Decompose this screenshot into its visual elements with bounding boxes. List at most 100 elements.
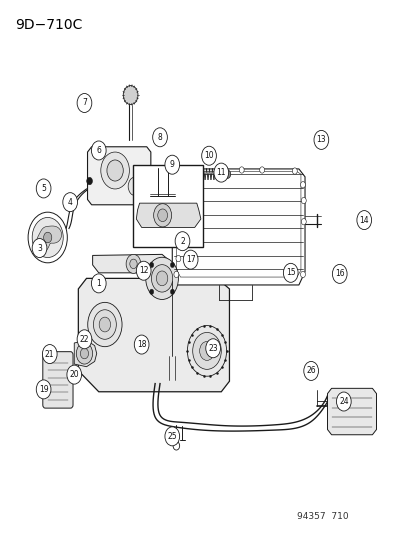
Circle shape <box>149 289 153 294</box>
Text: 7: 7 <box>82 99 87 108</box>
Circle shape <box>151 265 172 292</box>
Text: 2: 2 <box>180 237 185 246</box>
Circle shape <box>43 232 52 243</box>
Text: 20: 20 <box>69 370 79 379</box>
Polygon shape <box>172 169 304 285</box>
Circle shape <box>173 271 178 278</box>
Text: 18: 18 <box>137 340 146 349</box>
Text: 9: 9 <box>169 160 174 169</box>
Circle shape <box>67 365 81 384</box>
Circle shape <box>107 160 123 181</box>
Text: 26: 26 <box>306 366 315 375</box>
Circle shape <box>91 141 106 160</box>
FancyBboxPatch shape <box>133 165 202 247</box>
Circle shape <box>173 442 179 450</box>
Circle shape <box>100 152 129 189</box>
Circle shape <box>170 262 174 268</box>
Circle shape <box>170 289 174 294</box>
FancyBboxPatch shape <box>43 352 73 408</box>
Text: 14: 14 <box>358 215 368 224</box>
Circle shape <box>176 235 180 241</box>
Circle shape <box>336 392 350 411</box>
Text: 25: 25 <box>167 432 177 441</box>
Circle shape <box>303 361 318 381</box>
Circle shape <box>332 264 346 284</box>
Circle shape <box>149 262 153 268</box>
Circle shape <box>292 168 297 174</box>
Circle shape <box>32 217 63 257</box>
Text: 17: 17 <box>185 255 195 264</box>
Circle shape <box>218 167 223 173</box>
Text: 16: 16 <box>334 269 344 278</box>
Text: 15: 15 <box>285 268 295 277</box>
Circle shape <box>134 335 149 354</box>
Circle shape <box>164 155 179 174</box>
Circle shape <box>301 219 306 225</box>
Circle shape <box>157 209 167 222</box>
Text: 10: 10 <box>204 151 214 160</box>
Circle shape <box>153 204 171 227</box>
Text: 1: 1 <box>96 279 101 288</box>
Polygon shape <box>87 147 150 205</box>
Circle shape <box>164 427 179 446</box>
Circle shape <box>128 177 142 196</box>
Circle shape <box>187 326 226 376</box>
Circle shape <box>183 250 197 269</box>
Text: 22: 22 <box>80 335 89 344</box>
Circle shape <box>156 271 167 286</box>
Circle shape <box>77 330 92 349</box>
Text: 13: 13 <box>316 135 325 144</box>
Text: 6: 6 <box>96 146 101 155</box>
Circle shape <box>145 257 178 300</box>
Circle shape <box>356 211 371 230</box>
Circle shape <box>282 263 297 282</box>
Circle shape <box>130 259 137 269</box>
Circle shape <box>36 380 51 399</box>
Text: 94357  710: 94357 710 <box>296 512 348 521</box>
Polygon shape <box>74 341 97 367</box>
Text: 5: 5 <box>41 184 46 193</box>
Text: 8: 8 <box>157 133 162 142</box>
Text: 4: 4 <box>68 198 72 207</box>
Polygon shape <box>93 254 170 273</box>
Circle shape <box>205 339 220 358</box>
Circle shape <box>86 177 92 185</box>
Circle shape <box>28 212 67 263</box>
Circle shape <box>175 232 190 251</box>
Polygon shape <box>136 203 200 228</box>
Text: 11: 11 <box>216 168 225 177</box>
Circle shape <box>198 167 203 173</box>
Circle shape <box>42 344 57 364</box>
Text: 3: 3 <box>37 244 42 253</box>
Circle shape <box>180 167 185 174</box>
Circle shape <box>223 170 230 179</box>
Circle shape <box>239 167 244 173</box>
Text: 23: 23 <box>208 344 217 353</box>
Circle shape <box>201 146 216 165</box>
Text: 21: 21 <box>45 350 55 359</box>
Circle shape <box>152 128 167 147</box>
Circle shape <box>136 261 151 280</box>
Circle shape <box>32 239 47 257</box>
Polygon shape <box>78 278 229 392</box>
Circle shape <box>76 343 93 364</box>
Polygon shape <box>36 226 62 253</box>
Circle shape <box>99 317 110 332</box>
Circle shape <box>214 163 228 182</box>
Circle shape <box>93 310 116 340</box>
Circle shape <box>176 255 180 262</box>
Circle shape <box>77 93 92 112</box>
Text: 12: 12 <box>139 266 148 275</box>
Circle shape <box>199 342 214 360</box>
Circle shape <box>300 271 305 278</box>
Circle shape <box>91 274 106 293</box>
Circle shape <box>259 167 264 173</box>
Text: 19: 19 <box>39 385 48 394</box>
Circle shape <box>126 254 140 273</box>
Polygon shape <box>327 389 375 435</box>
Circle shape <box>88 302 122 346</box>
Circle shape <box>63 192 77 212</box>
Text: 9D−710C: 9D−710C <box>15 18 82 31</box>
Circle shape <box>301 197 306 204</box>
Text: 24: 24 <box>338 397 348 406</box>
